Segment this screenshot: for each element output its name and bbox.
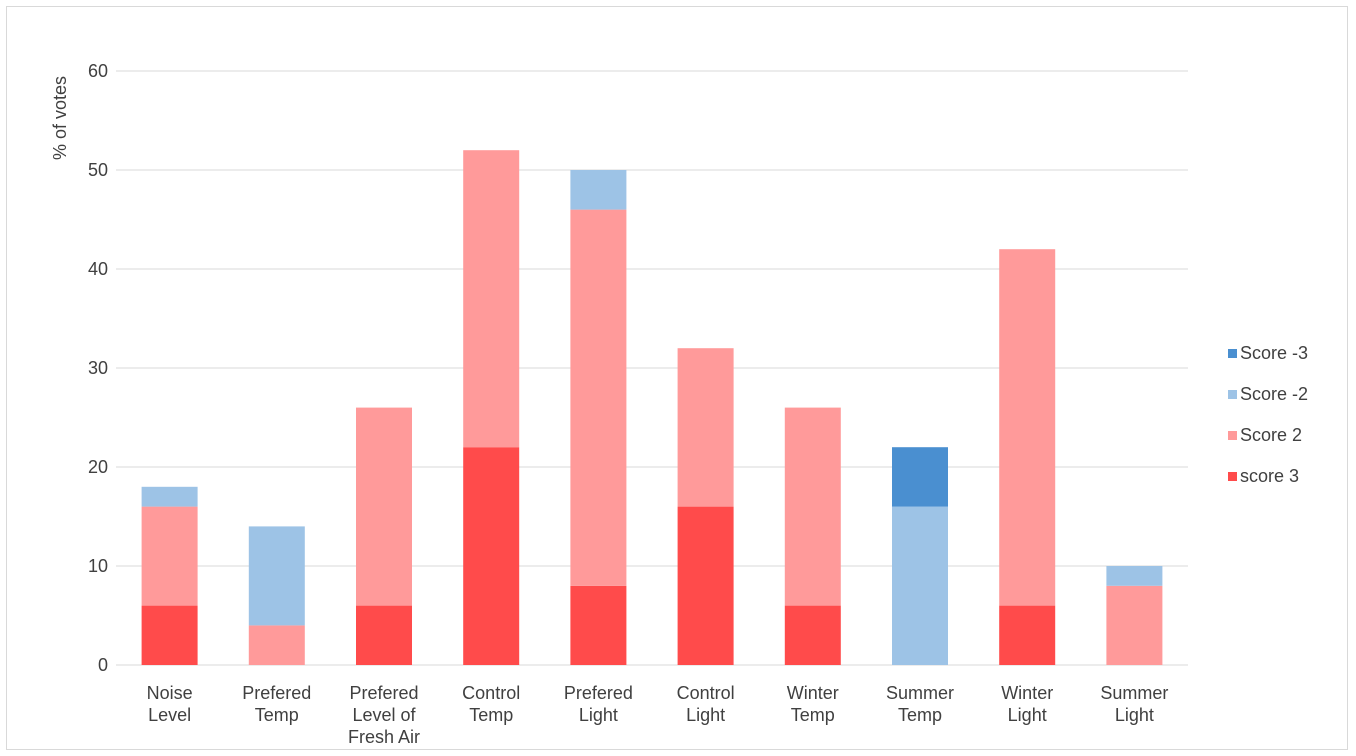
- legend-swatch: [1228, 390, 1237, 399]
- bar-segment: [356, 605, 412, 665]
- x-category-line: Temp: [255, 705, 299, 725]
- x-category-line: Summer: [1100, 683, 1168, 703]
- y-axis-ticks: 0 10 20 30 40 50 60: [88, 61, 108, 675]
- x-category-label: Control Temp: [462, 683, 520, 725]
- y-tick-label: 10: [88, 556, 108, 576]
- x-category-line: Prefered: [564, 683, 633, 703]
- legend-label: Score 2: [1240, 425, 1302, 445]
- legend: Score -3 Score -2 Score 2 score 3: [1228, 343, 1308, 486]
- x-category-line: Winter: [787, 683, 839, 703]
- legend-swatch: [1228, 349, 1237, 358]
- x-category-label: Winter Light: [1001, 683, 1053, 725]
- bar-segment: [1106, 566, 1163, 586]
- legend-swatch: [1228, 431, 1237, 440]
- bar-segment: [463, 150, 520, 448]
- x-category-label: Prefered Level of Fresh Air: [348, 683, 420, 747]
- x-category-line: Control: [677, 683, 735, 703]
- bar-segment: [463, 447, 520, 665]
- y-tick-label: 50: [88, 160, 108, 180]
- x-category-label: Prefered Light: [564, 683, 633, 725]
- y-axis-label: % of votes: [50, 76, 70, 160]
- legend-swatch: [1228, 472, 1237, 481]
- bar-segment: [570, 209, 627, 586]
- x-category-line: Fresh Air: [348, 727, 420, 747]
- bar-segment: [141, 506, 198, 606]
- bar-segment: [248, 526, 305, 626]
- legend-label: Score -2: [1240, 384, 1308, 404]
- bar-segment: [248, 625, 305, 665]
- y-tick-label: 20: [88, 457, 108, 477]
- y-tick-label: 60: [88, 61, 108, 81]
- x-category-line: Summer: [886, 683, 954, 703]
- legend-label: Score -3: [1240, 343, 1308, 363]
- x-category-line: Light: [1008, 705, 1047, 725]
- x-category-label: Noise Level: [147, 683, 193, 725]
- x-category-line: Level of: [352, 705, 416, 725]
- x-category-label: Summer Temp: [886, 683, 954, 725]
- x-category-line: Light: [1115, 705, 1154, 725]
- x-category-line: Light: [579, 705, 618, 725]
- x-category-line: Temp: [791, 705, 835, 725]
- x-category-label: Control Light: [677, 683, 735, 725]
- bar-segment: [892, 447, 948, 507]
- bar-segment: [784, 407, 841, 606]
- bar-segment: [570, 585, 627, 665]
- x-category-label: Prefered Temp: [242, 683, 311, 725]
- y-tick-label: 30: [88, 358, 108, 378]
- legend-label: score 3: [1240, 466, 1299, 486]
- x-category-line: Temp: [898, 705, 942, 725]
- bar-segment: [141, 605, 198, 665]
- x-category-line: Control: [462, 683, 520, 703]
- bar-segment: [677, 506, 734, 665]
- x-category-label: Winter Temp: [787, 683, 839, 725]
- bars: [141, 150, 1163, 665]
- bar-segment: [570, 170, 627, 210]
- bar-segment: [677, 348, 734, 507]
- bar-segment: [999, 605, 1056, 665]
- bar-segment: [1106, 585, 1163, 665]
- bar-segment: [892, 506, 948, 665]
- bar-segment: [356, 407, 412, 606]
- x-category-line: Light: [686, 705, 725, 725]
- x-category-line: Level: [148, 705, 191, 725]
- x-category-line: Prefered: [349, 683, 418, 703]
- x-category-line: Noise: [147, 683, 193, 703]
- x-category-line: Winter: [1001, 683, 1053, 703]
- x-category-line: Prefered: [242, 683, 311, 703]
- x-category-label: Summer Light: [1100, 683, 1168, 725]
- y-tick-label: 0: [98, 655, 108, 675]
- bar-segment: [999, 249, 1056, 606]
- y-tick-label: 40: [88, 259, 108, 279]
- x-category-line: Temp: [469, 705, 513, 725]
- bar-segment: [141, 486, 198, 507]
- bar-segment: [784, 605, 841, 665]
